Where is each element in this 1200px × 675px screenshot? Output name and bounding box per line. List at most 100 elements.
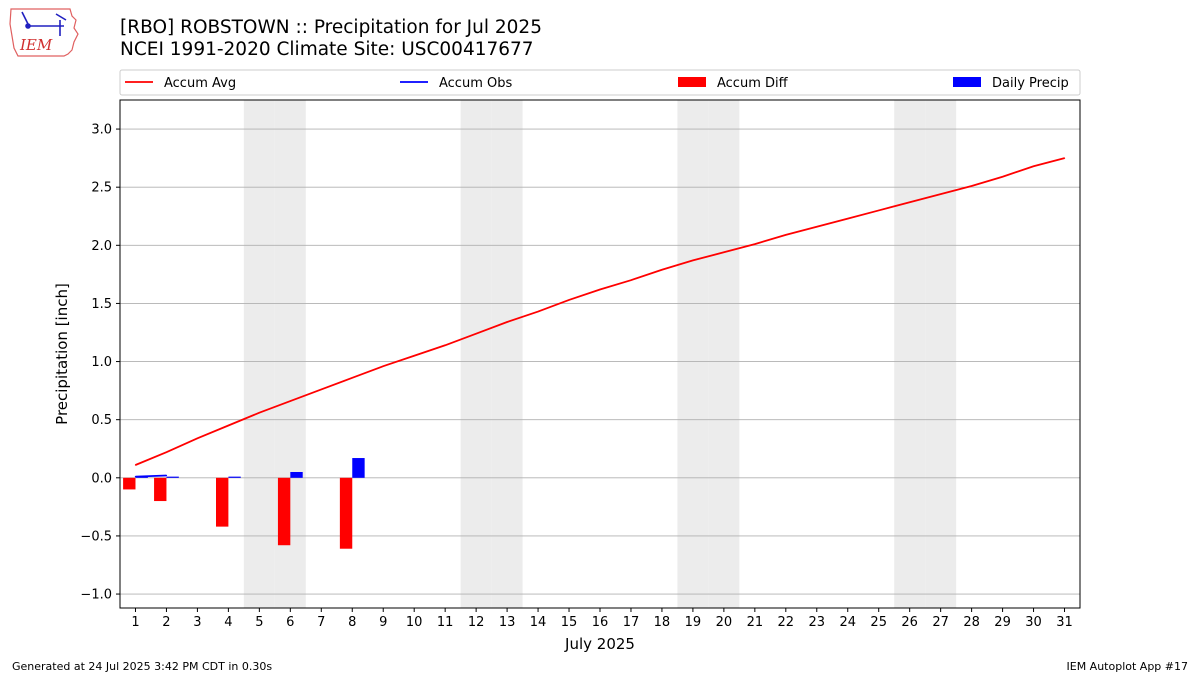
- x-tick-label: 3: [193, 615, 201, 630]
- point-accum-avg-day-27: [940, 193, 942, 195]
- x-tick-label: 18: [654, 615, 671, 630]
- point-accum-avg-day-23: [816, 226, 818, 228]
- plot-frame: [119, 99, 1081, 609]
- x-tick-label: 25: [870, 615, 887, 630]
- x-tick-label: 8: [348, 615, 356, 630]
- x-tick-label: 9: [379, 615, 387, 630]
- weather-station-icon: [21, 11, 67, 36]
- x-tick-label: 21: [747, 615, 764, 630]
- line-accum-obs: [135, 474, 167, 478]
- x-tick-label: 11: [437, 615, 454, 630]
- point-accum-avg-day-28: [971, 185, 973, 187]
- bar-daily-precip-day-2: [166, 476, 179, 478]
- x-tick-label: 7: [317, 615, 325, 630]
- point-accum-avg-day-2: [165, 451, 168, 453]
- legend: Accum Avg Accum Obs Accum Diff Daily Precip: [125, 76, 1069, 91]
- y-tick-label: 2.5: [91, 181, 112, 196]
- point-accum-obs-day-1: [134, 476, 137, 478]
- point-accum-avg-day-20: [723, 251, 725, 253]
- y-tick-label: 0.5: [91, 413, 112, 428]
- weekend-band-5: [243, 100, 275, 608]
- point-accum-avg-day-29: [1001, 176, 1004, 178]
- legend-box: [119, 69, 1081, 96]
- bar-accum-diff-day-6: [277, 477, 291, 546]
- y-tick-label: 0.0: [91, 471, 112, 486]
- point-accum-avg-day-18: [661, 269, 663, 271]
- x-tick-label: 31: [1056, 615, 1073, 630]
- x-tick-label: 16: [592, 615, 609, 630]
- point-accum-avg-day-31: [1063, 157, 1066, 159]
- x-tick-label: 6: [286, 615, 294, 630]
- point-accum-avg-day-17: [630, 279, 632, 281]
- point-accum-obs-day-2: [165, 474, 168, 477]
- x-tick-label: 19: [685, 615, 702, 630]
- bar-accum-diff-day-2: [154, 477, 167, 502]
- point-accum-avg-day-16: [599, 288, 601, 291]
- weekend-shading: [243, 100, 957, 608]
- generated-timestamp: Generated at 24 Jul 2025 3:42 PM CDT in …: [12, 660, 273, 673]
- point-accum-avg-day-13: [506, 321, 508, 323]
- y-tick-label: −1.0: [80, 588, 112, 603]
- legend-label-accum-diff: Accum Diff: [717, 76, 789, 91]
- weekend-band-20: [708, 100, 740, 608]
- point-accum-avg-day-6: [289, 400, 291, 402]
- legend-label-accum-obs: Accum Obs: [439, 76, 512, 91]
- x-tick-label: 5: [255, 615, 263, 630]
- point-accum-avg-day-26: [909, 201, 911, 203]
- y-tick-label: 1.0: [91, 355, 112, 370]
- iem-logo: IEM: [9, 8, 79, 57]
- bar-daily-precip-day-6: [290, 471, 303, 478]
- y-axis-label: Precipitation [inch]: [53, 283, 71, 425]
- point-accum-avg-day-30: [1032, 165, 1035, 167]
- point-accum-avg-day-21: [754, 243, 756, 245]
- y-tick-label: −0.5: [80, 529, 112, 544]
- point-accum-avg-day-11: [444, 344, 446, 346]
- point-accum-avg-day-7: [320, 388, 322, 391]
- y-tick-label: 3.0: [91, 123, 112, 138]
- line-accum-avg: [135, 157, 1065, 466]
- weekend-band-12: [460, 100, 492, 608]
- y-axis: −1.0 −0.5 0.0 0.5 1.0 1.5 2.0 2.5 3.0: [80, 123, 120, 603]
- point-accum-avg-day-10: [413, 355, 415, 357]
- point-accum-avg-day-14: [537, 310, 539, 313]
- legend-label-accum-avg: Accum Avg: [164, 76, 236, 91]
- x-tick-label: 17: [623, 615, 640, 630]
- point-accum-avg-day-24: [847, 217, 849, 220]
- chart-title: [RBO] ROBSTOWN :: Precipitation for Jul …: [120, 17, 542, 38]
- point-accum-avg-day-15: [568, 299, 570, 301]
- x-tick-label: 12: [468, 615, 485, 630]
- x-tick-label: 22: [778, 615, 795, 630]
- weekend-band-13: [491, 100, 523, 608]
- y-tick-label: 1.5: [91, 297, 112, 312]
- bar-series: [123, 458, 365, 549]
- x-tick-label: 26: [901, 615, 918, 630]
- iowa-outline-icon: [9, 8, 79, 57]
- x-tick-label: 29: [994, 615, 1011, 630]
- weekend-band-19: [677, 100, 709, 608]
- point-accum-avg-day-25: [878, 209, 880, 212]
- legend-label-daily-precip: Daily Precip: [992, 76, 1069, 91]
- x-tick-label: 27: [932, 615, 949, 630]
- bar-accum-diff-day-4: [216, 477, 229, 527]
- point-accum-avg-day-22: [785, 234, 787, 236]
- x-tick-label: 28: [963, 615, 980, 630]
- x-tick-label: 20: [716, 615, 733, 630]
- weekend-band-6: [274, 100, 306, 608]
- x-tick-label: 4: [224, 615, 232, 630]
- point-accum-avg-day-4: [227, 424, 229, 427]
- x-tick-label: 13: [499, 615, 516, 630]
- app-label: IEM Autoplot App #17: [1066, 660, 1189, 673]
- x-tick-label: 14: [530, 615, 547, 630]
- point-accum-avg-day-9: [382, 365, 384, 367]
- bar-daily-precip-day-1: [135, 476, 148, 478]
- weekend-band-27: [925, 100, 957, 608]
- legend-swatch-daily-precip: [953, 77, 981, 87]
- bar-accum-diff-day-8: [339, 477, 353, 549]
- legend-swatch-accum-diff: [678, 77, 706, 87]
- y-tick-label: 2.0: [91, 239, 112, 254]
- line-series: [134, 157, 1066, 478]
- point-accum-avg-day-8: [351, 377, 353, 379]
- bar-daily-precip-day-8: [352, 458, 365, 478]
- point-accum-avg-day-1: [134, 464, 137, 466]
